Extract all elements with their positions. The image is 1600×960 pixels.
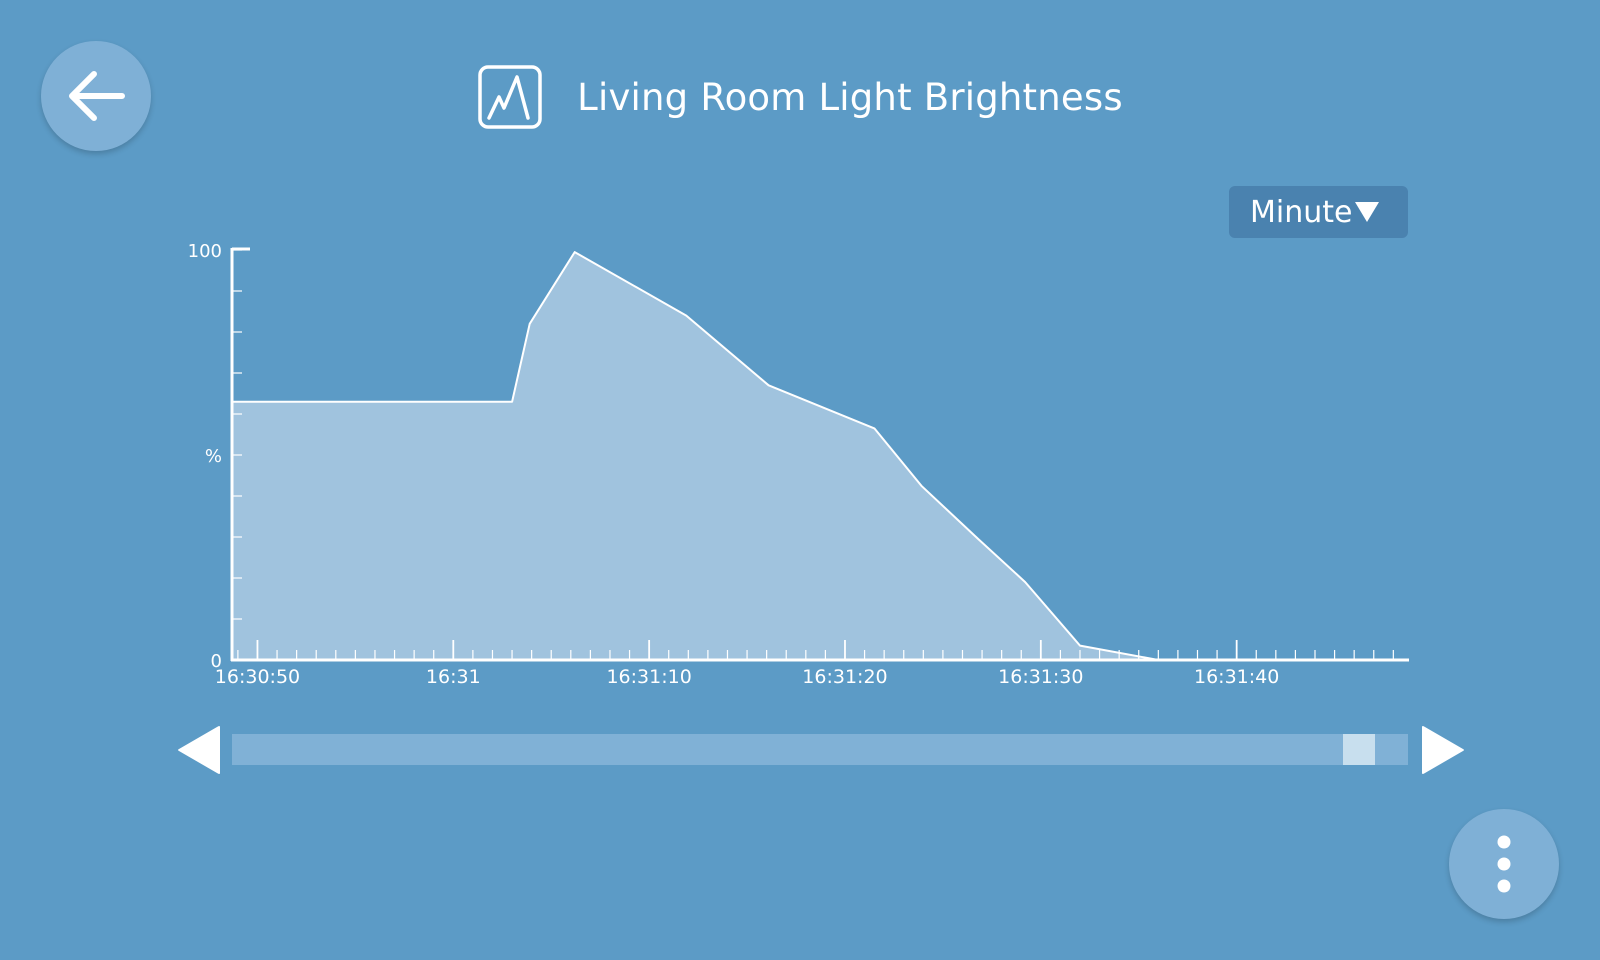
brightness-area-chart: 100% 016:30:50 16:31 16:31:10 16:31:20 16:31:… — [188, 241, 1409, 688]
header: Living Room Light Brightness — [0, 62, 1600, 132]
timescale-selected-label: Minute — [1250, 194, 1353, 230]
arrow-left-icon — [69, 71, 125, 121]
series-area — [232, 252, 1409, 660]
x-tick-label: 16:30:50 — [215, 666, 300, 688]
timescale-dropdown[interactable]: Minute — [1229, 186, 1408, 238]
x-tick-label: 16:31:20 — [802, 666, 887, 688]
back-button[interactable] — [41, 41, 151, 151]
x-tick-label: 16:31:30 — [998, 666, 1083, 688]
x-tick-label: 16:31:40 — [1194, 666, 1279, 688]
x-tick-label: 16:31 — [426, 666, 481, 688]
timeline-scroll-track[interactable] — [232, 734, 1408, 765]
caret-down-icon — [1355, 202, 1379, 222]
more-vertical-icon — [1497, 835, 1511, 893]
triangle-right-icon[interactable] — [1418, 725, 1466, 775]
chart-icon — [478, 65, 542, 129]
page-title: Living Room Light Brightness — [577, 75, 1123, 119]
timeline-scroll-thumb[interactable] — [1342, 734, 1375, 765]
triangle-left-icon[interactable] — [176, 725, 224, 775]
x-tick-label: 16:31:10 — [606, 666, 691, 688]
more-options-button[interactable] — [1449, 809, 1559, 919]
y-tick-label: % — [205, 446, 222, 467]
y-tick-label: 100 — [188, 241, 222, 262]
series-line — [232, 251, 1409, 661]
y-tick-label: 0 — [211, 651, 222, 672]
